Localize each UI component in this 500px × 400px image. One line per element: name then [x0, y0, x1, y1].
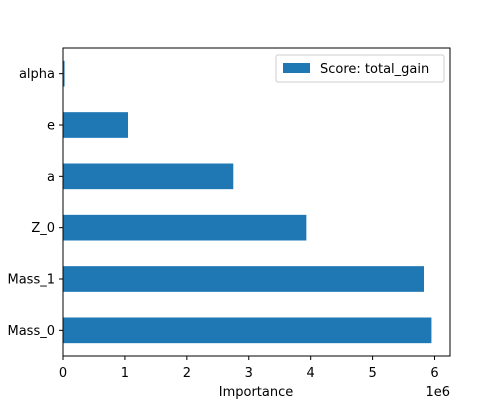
- y-tick-label: a: [47, 170, 55, 185]
- plot-frame: [62, 47, 451, 357]
- y-tick-label: alpha: [19, 67, 55, 82]
- legend-swatch: [283, 63, 310, 73]
- legend: Score: total_gain: [275, 54, 445, 83]
- x-axis-scale-label: 1e6: [425, 385, 450, 400]
- plot-area: [63, 48, 450, 356]
- legend-label: Score: total_gain: [320, 62, 429, 77]
- x-tick-label: 6: [430, 366, 438, 381]
- x-tick-label: 4: [307, 366, 315, 381]
- x-tick-label: 0: [59, 366, 67, 381]
- bar-alpha: [63, 60, 65, 87]
- bars-group: [63, 60, 432, 344]
- x-tick-label: 3: [245, 366, 253, 381]
- legend-box: [275, 54, 445, 83]
- bar-mass-1: [63, 266, 424, 292]
- y-tick-label: Mass_0: [8, 324, 56, 339]
- x-tick-label: 5: [368, 366, 376, 381]
- x-tick-label: 1: [121, 366, 129, 381]
- y-tick-label: e: [47, 119, 55, 134]
- bar-a: [63, 163, 234, 190]
- y-tick-label: Z_0: [31, 221, 55, 236]
- x-tick-label: 2: [183, 366, 191, 381]
- y-axis: alpha e a Z_0 Mass_1 Mass_0: [8, 67, 63, 339]
- x-axis-label: Importance: [219, 385, 294, 400]
- x-axis: 0 1 2 3 4 5 6: [59, 356, 439, 381]
- y-tick-label: Mass_1: [8, 273, 56, 288]
- bar-mass-0: [63, 317, 432, 344]
- bar-z-0: [63, 214, 307, 241]
- bar-e: [63, 112, 129, 138]
